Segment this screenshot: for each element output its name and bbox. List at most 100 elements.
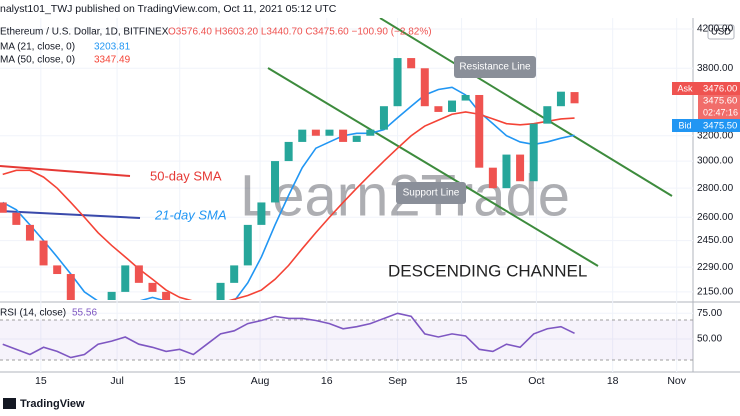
- sma21-label: 21-day SMA: [154, 207, 227, 222]
- candle: [148, 282, 157, 292]
- currency-box: [707, 24, 735, 40]
- y-tick-label: 2600.00: [697, 212, 734, 223]
- x-tick-label: 18: [607, 375, 619, 387]
- y-tick-label: 2800.00: [697, 183, 734, 194]
- channel-label: DESCENDING CHANNEL: [388, 261, 587, 280]
- candle: [12, 212, 21, 225]
- resistance-box: [454, 56, 536, 78]
- sma50-label: 50-day SMA: [150, 168, 222, 183]
- logo-icon: [3, 398, 16, 409]
- x-tick-label: Aug: [251, 375, 270, 387]
- annotations: 50-day SMA 21-day SMA Resistance Line Su…: [150, 56, 587, 280]
- resistance-trendline: [379, 18, 673, 197]
- candle: [311, 129, 320, 136]
- candle: [53, 265, 62, 275]
- candle: [271, 161, 280, 203]
- candle: [529, 123, 538, 182]
- candle: [243, 224, 252, 266]
- candle: [420, 68, 429, 107]
- ma50-value: 3347.49: [94, 55, 131, 66]
- candle: [162, 291, 171, 300]
- last-box: [698, 95, 740, 119]
- candle: [0, 202, 7, 213]
- y-tick-label: 3200.00: [697, 130, 734, 141]
- y-tick-label: 3000.00: [697, 156, 734, 167]
- sma50-pointer: [0, 165, 131, 177]
- candle: [107, 291, 116, 300]
- x-tick-label: Oct: [528, 375, 544, 387]
- x-tick-label: 15: [35, 375, 47, 387]
- candle: [257, 202, 266, 225]
- ma50-legend: MA (50, close, 0): [0, 55, 75, 66]
- y-tick-label: 50.00: [697, 334, 722, 345]
- price-pane: Learn2Trade: [0, 18, 673, 300]
- candle: [284, 141, 293, 162]
- ask-label: Ask: [677, 83, 693, 93]
- bid-price: 3475.50: [703, 121, 737, 132]
- candle: [556, 91, 565, 107]
- candle: [448, 100, 457, 112]
- candle: [516, 154, 525, 182]
- header: nalyst101_TWJ published on TradingView.c…: [0, 3, 735, 410]
- y-tick-label: 3800.00: [697, 63, 734, 74]
- candle: [352, 135, 361, 142]
- y-tick-label: 2150.00: [697, 287, 734, 298]
- candle: [461, 94, 470, 101]
- x-tick-label: 15: [456, 375, 468, 387]
- bid-label: Bid: [678, 120, 691, 130]
- y-tick-label: 75.00: [697, 308, 722, 319]
- support-label: Support Line: [403, 188, 460, 199]
- y-tick-label: 2290.00: [697, 262, 734, 273]
- ask-price: 3476.00: [703, 84, 737, 95]
- ask-tag: [672, 82, 698, 95]
- bid-tag: [672, 119, 698, 132]
- currency: USD: [711, 27, 731, 38]
- candle: [570, 92, 579, 104]
- symbol: Ethereum / U.S. Dollar, 1D, BITFINEX: [0, 27, 169, 38]
- ohlc: O3576.40 H3603.20 L3440.70 C3475.60 −100…: [168, 27, 432, 38]
- ma21-value: 3203.81: [94, 42, 131, 53]
- rsi-value: 55.56: [72, 308, 97, 319]
- last-price: 3475.60: [703, 96, 737, 107]
- countdown: 02:47:16: [703, 107, 738, 117]
- publisher: nalyst101_TWJ published on TradingView.c…: [0, 3, 337, 15]
- x-tick-label: Jul: [110, 375, 123, 387]
- bid-box: [698, 119, 740, 132]
- axes: 15 Jul 15 Aug 16 Sep 15 Oct 18 Nov: [0, 18, 693, 387]
- x-tick-label: 15: [174, 375, 186, 387]
- candle: [134, 265, 143, 283]
- support-trendline: [267, 67, 599, 267]
- candle: [502, 154, 511, 189]
- resistance-label: Resistance Line: [459, 62, 531, 73]
- candle: [66, 274, 75, 300]
- candle: [216, 282, 225, 300]
- rsi-band: [0, 320, 693, 360]
- candle: [543, 106, 552, 124]
- rsi-pane: [0, 312, 693, 361]
- candle: [121, 265, 130, 292]
- ask-box: [698, 82, 740, 95]
- candle: [366, 129, 375, 136]
- candle: [325, 129, 334, 136]
- candle: [434, 106, 443, 112]
- candle: [393, 58, 402, 107]
- candle: [39, 240, 48, 266]
- x-tick-label: 16: [321, 375, 333, 387]
- x-tick-label: Nov: [667, 375, 686, 387]
- sma21-pointer: [0, 210, 141, 219]
- x-tick-label: Sep: [388, 375, 407, 387]
- candle: [298, 129, 307, 142]
- candle: [407, 58, 416, 69]
- candle: [339, 129, 348, 142]
- rsi-legend: RSI (14, close): [0, 308, 66, 319]
- support-box: [396, 182, 466, 204]
- y-tick-label: 2450.00: [697, 235, 734, 246]
- candle: [379, 106, 388, 130]
- ma21-legend: MA (21, close, 0): [0, 42, 75, 53]
- candle: [25, 224, 34, 241]
- footer-logo: TradingView: [20, 398, 85, 410]
- y-tick-label: 4200.00: [697, 24, 734, 35]
- rsi-line: [2, 312, 575, 359]
